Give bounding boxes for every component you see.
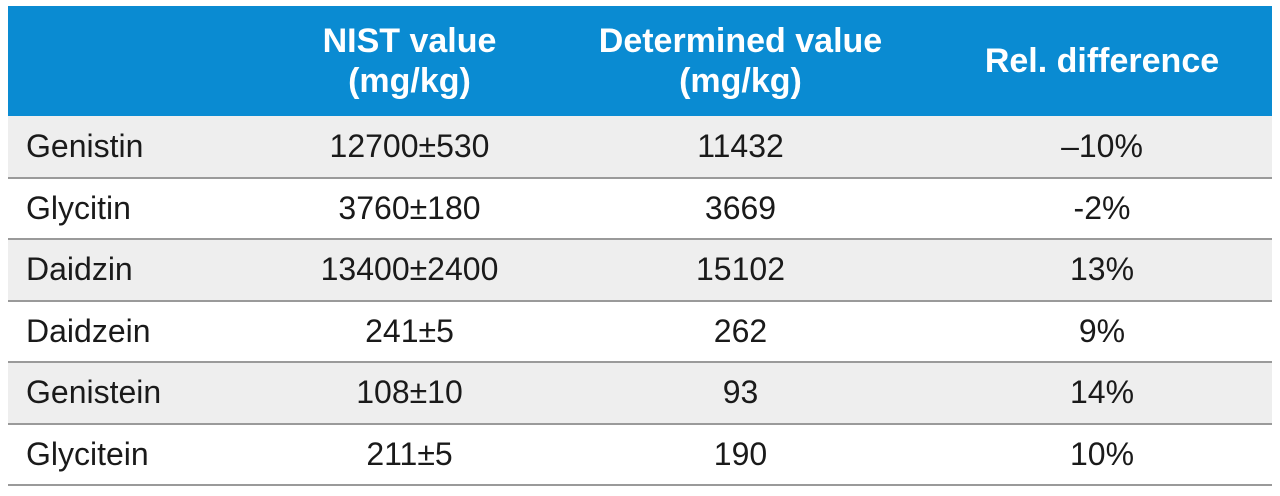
- header-determined-line-1: Determined value: [598, 22, 883, 60]
- header-row: NIST value (mg/kg) Determined value (mg/…: [8, 6, 1272, 116]
- determined-value-cell: 93: [722, 374, 759, 411]
- nist-value-cell: 3760±180: [338, 189, 481, 226]
- determined-value-cell: 262: [713, 312, 768, 349]
- compound-cell: Glycitin: [26, 189, 131, 226]
- table-header: NIST value (mg/kg) Determined value (mg/…: [8, 6, 1272, 116]
- header-compound: [8, 6, 270, 116]
- results-table: NIST value (mg/kg) Determined value (mg/…: [8, 6, 1272, 486]
- rel-difference-cell: 14%: [1069, 374, 1135, 411]
- table-body: Genistin 12700±530 11432 –10% Glycitin 3…: [8, 116, 1272, 485]
- rel-difference-cell: 10%: [1069, 435, 1135, 472]
- rel-difference-cell: 13%: [1069, 251, 1135, 288]
- determined-value-cell: 190: [713, 435, 768, 472]
- compound-cell: Daidzein: [26, 312, 151, 349]
- rel-difference-cell: 9%: [1078, 312, 1126, 349]
- compound-cell: Genistin: [26, 127, 144, 164]
- header-nist-value: NIST value (mg/kg): [270, 6, 549, 116]
- nist-value-cell: 241±5: [365, 312, 454, 349]
- determined-value-cell: 15102: [696, 251, 785, 288]
- header-nist-line-1: NIST value: [322, 22, 497, 60]
- table-row: Genistin 12700±530 11432 –10%: [8, 116, 1272, 178]
- table-row: Daidzin 13400±2400 15102 13%: [8, 239, 1272, 301]
- nist-value-cell: 13400±2400: [320, 251, 499, 288]
- determined-value-cell: 3669: [704, 189, 777, 226]
- determined-value-cell: 11432: [697, 127, 784, 164]
- table-row: Genistein 108±10 93 14%: [8, 362, 1272, 424]
- table-row: Glycitein 211±5 190 10%: [8, 423, 1272, 485]
- rel-difference-cell: –10%: [1061, 127, 1143, 164]
- nist-value-cell: 108±10: [356, 374, 463, 411]
- nist-value-cell: 211±5: [366, 435, 453, 472]
- compound-cell: Daidzin: [26, 251, 133, 288]
- header-rel-difference: Rel. difference: [932, 6, 1272, 116]
- header-determined-value: Determined value (mg/kg): [549, 6, 932, 116]
- compound-cell: Glycitein: [26, 435, 149, 472]
- nist-value-cell: 12700±530: [329, 127, 490, 164]
- header-nist-line-2: (mg/kg): [348, 62, 471, 100]
- compound-cell: Genistein: [26, 374, 162, 411]
- table-row: Glycitin 3760±180 3669 -2%: [8, 177, 1272, 239]
- table-row: Daidzein 241±5 262 9%: [8, 300, 1272, 362]
- header-determined-line-2: (mg/kg): [679, 62, 802, 100]
- header-rel-difference-line-1: Rel. difference: [984, 42, 1220, 80]
- rel-difference-cell: -2%: [1073, 189, 1131, 226]
